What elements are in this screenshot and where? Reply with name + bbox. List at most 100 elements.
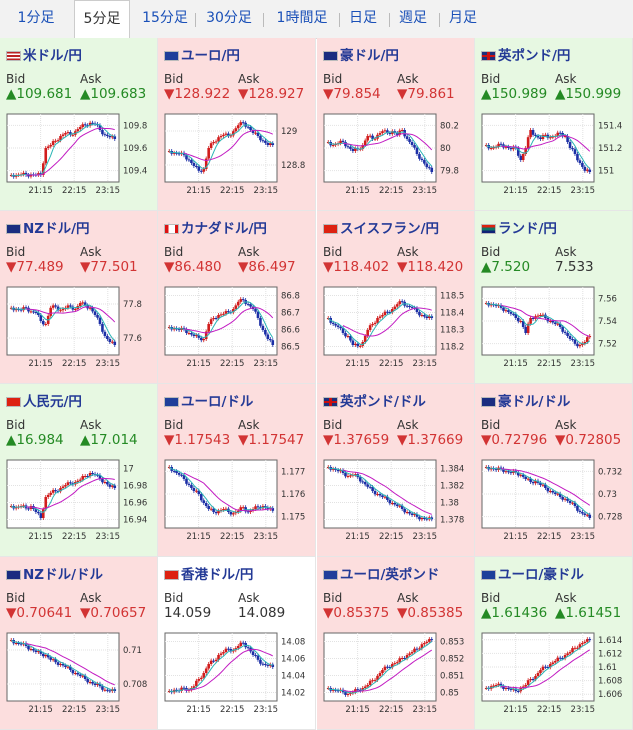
rate-cell[interactable]: ランド/円 Bid Ask ▲7.520 7.533 21:15 22:15 23:15 7.5… [475,211,633,384]
y-tick-label: 118.2 [440,343,464,353]
pair-title[interactable]: 英ポンド/ドル [323,390,426,410]
y-tick-label: 129 [281,127,297,137]
rate-cell[interactable]: 英ポンド/円 Bid Ask ▲150.989 ▲150.999 21:15 22:15 23… [475,38,633,211]
candle [354,343,357,345]
pair-title[interactable]: 英ポンド/円 [481,44,570,64]
candle [388,133,392,134]
pair-title[interactable]: 豪ドル/ドル [481,390,570,410]
rate-cell[interactable]: カナダドル/円 Bid Ask ▼86.480 ▼86.497 21:15 22:15 23:… [158,211,316,384]
mini-chart[interactable]: 21:15 22:15 23:15 77.8 77.6 [5,285,155,371]
candle [111,485,114,487]
mini-chart[interactable]: 21:15 22:15 23:15 0.732 0.73 0.728 [480,458,630,544]
candle [256,506,260,508]
rate-cell[interactable]: スイスフラン/円 Bid Ask ▼118.402 ▼118.420 21:15 22:15… [317,211,475,384]
tab-3[interactable]: 15分足 [142,10,188,26]
candle [271,508,275,511]
mini-chart[interactable]: 21:15 22:15 23:15 118.5 118.4 118.3 118.2 [322,285,472,371]
candle [415,514,419,517]
mini-chart[interactable]: 21:15 22:15 23:15 0.853 0.852 0.851 0.85 [322,631,472,717]
candle [219,653,223,655]
rate-cell[interactable]: 香港ドル/円 Bid Ask 14.059 14.089 21:15 22:15 23:15 1… [158,557,316,730]
mini-chart[interactable]: 21:15 22:15 23:15 129 128.8 [163,112,313,198]
rate-cell[interactable]: ユーロ/円 Bid Ask ▼128.922 ▼128.927 21:15 22:15 23:… [158,38,316,211]
candle [197,166,201,171]
candle [546,488,550,492]
pair-title[interactable]: 香港ドル/円 [164,563,253,583]
candle [571,148,574,150]
y-tick-label: 0.732 [598,467,622,477]
candle [489,304,493,306]
candle [66,666,70,668]
candle [553,322,557,324]
candle [428,316,431,318]
pair-name: 米ドル/円 [23,48,82,64]
tab-6[interactable]: 日足 [349,10,377,26]
candle [246,511,250,513]
pair-title[interactable]: カナダドル/円 [164,217,267,237]
candle [224,508,228,510]
pair-title[interactable]: ユーロ/ドル [164,390,253,410]
y-tick-label: 1.378 [440,516,464,526]
tab-5[interactable]: 1時間足 [276,10,328,26]
y-tick-label: 118.4 [440,309,464,319]
ma-long-line [184,648,273,691]
rate-cell[interactable]: 人民元/円 Bid Ask ▲16.984 ▲17.014 21:15 22:15 23:15… [0,384,158,557]
candle [202,673,206,678]
candle [403,509,406,513]
candle [212,318,215,320]
pair-title[interactable]: ランド/円 [481,217,557,237]
candle [556,323,560,325]
tab-1[interactable]: 1分足 [17,10,55,26]
rate-cell[interactable]: ユーロ/豪ドル Bid Ask ▲1.61436 ▲1.61451 21:15 22:15 2… [475,557,633,730]
pair-title[interactable]: スイスフラン/円 [323,217,439,237]
pair-title[interactable]: ユーロ/豪ドル [481,563,584,583]
pair-title[interactable]: NZドル/円 [6,217,90,237]
rate-cell[interactable]: ユーロ/ドル Bid Ask ▼1.17543 ▼1.17547 21:15 22:15 23… [158,384,316,557]
pair-title[interactable]: 人民元/円 [6,390,82,410]
candle [351,692,355,694]
tab-8[interactable]: 月足 [449,10,477,26]
ma-long-line [183,129,273,161]
tab-7[interactable]: 週足 [399,10,427,26]
x-tick-label: 23:15 [571,359,596,369]
mini-chart[interactable]: 21:15 22:15 23:15 17 16.98 16.96 16.94 [5,458,155,544]
candle [66,132,70,134]
pair-title[interactable]: NZドル/ドル [6,563,103,583]
rate-cell[interactable]: 豪ドル/ドル Bid Ask ▼0.72796 ▼0.72805 21:15 22:15 23… [475,384,633,557]
pair-title[interactable]: 米ドル/円 [6,44,82,64]
mini-chart[interactable]: 21:15 22:15 23:15 86.8 86.7 86.6 86.5 [163,285,313,371]
candle [578,510,582,512]
pair-title[interactable]: ユーロ/円 [164,44,240,64]
mini-chart[interactable]: 21:15 22:15 23:15 14.08 14.06 14.04 14.02 [163,631,313,717]
rate-cell[interactable]: 米ドル/円 Bid Ask ▲109.681 ▲109.683 21:15 22:15 23:… [0,38,158,211]
candle [556,132,560,136]
mini-chart[interactable]: 21:15 22:15 23:15 1.384 1.382 1.38 1.378 [322,458,472,544]
candle [209,143,213,148]
rate-cell[interactable]: NZドル/円 Bid Ask ▼77.489 ▼77.501 21:15 22:15 23:1… [0,211,158,384]
candle [236,301,240,306]
candle [489,148,493,149]
rate-cell[interactable]: 豪ドル/円 Bid Ask ▼79.854 ▼79.861 21:15 22:15 23:15… [317,38,475,211]
candle [558,657,562,659]
rate-cell[interactable]: ユーロ/英ポンド Bid Ask ▼0.85375 ▼0.85385 21:15 22:15… [317,557,475,730]
pair-title[interactable]: ユーロ/英ポンド [323,563,439,583]
cn-flag-icon [6,397,21,407]
tab-divider [263,13,264,27]
mini-chart[interactable]: 21:15 22:15 23:15 1.177 1.176 1.175 [163,458,313,544]
candle [549,137,552,139]
tab-2[interactable]: 5分足 [74,0,130,39]
tab-4[interactable]: 30分足 [206,10,252,26]
mini-chart[interactable]: 21:15 22:15 23:15 7.56 7.54 7.52 [480,285,630,371]
rate-cell[interactable]: NZドル/ドル Bid Ask ▼0.70641 ▼0.70657 21:15 22:15 2… [0,557,158,730]
y-tick-label: 14.02 [281,689,305,699]
pair-title[interactable]: 豪ドル/円 [323,44,399,64]
mini-chart[interactable]: 21:15 22:15 23:15 1.614 1.612 1.61 1.608 1.606 [480,631,630,717]
mini-chart[interactable]: 21:15 22:15 23:15 80.2 80 79.8 [322,112,472,198]
mini-chart[interactable]: 21:15 22:15 23:15 109.8 109.6 109.4 [5,112,155,198]
mini-chart[interactable]: 21:15 22:15 23:15 0.71 0.708 [5,631,155,717]
mini-chart[interactable]: 21:15 22:15 23:15 151.4 151.2 151 [480,112,630,198]
rate-cell[interactable]: 英ポンド/ドル Bid Ask ▼1.37659 ▼1.37669 21:15 22:15 2… [317,384,475,557]
x-tick-label: 22:15 [220,186,245,196]
candle [214,318,218,319]
candle [339,470,342,472]
